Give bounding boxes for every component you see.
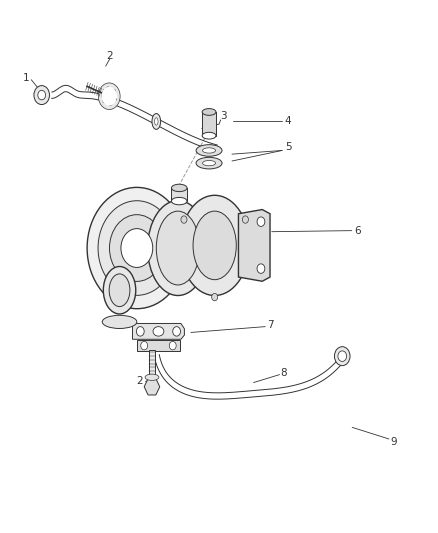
Ellipse shape <box>196 157 222 169</box>
Text: 3: 3 <box>220 111 226 121</box>
Text: 7: 7 <box>268 319 274 329</box>
Circle shape <box>257 217 265 227</box>
Circle shape <box>102 87 117 106</box>
Polygon shape <box>144 378 160 395</box>
Circle shape <box>212 293 218 301</box>
Text: 6: 6 <box>354 225 361 236</box>
Text: 4: 4 <box>285 116 292 126</box>
Ellipse shape <box>202 109 216 115</box>
Circle shape <box>257 264 265 273</box>
Ellipse shape <box>103 266 136 314</box>
Circle shape <box>121 229 153 268</box>
Circle shape <box>169 342 176 350</box>
Ellipse shape <box>109 274 130 306</box>
Bar <box>148 350 155 377</box>
Bar <box>202 112 216 136</box>
Circle shape <box>181 216 187 223</box>
Ellipse shape <box>145 374 159 381</box>
Ellipse shape <box>171 184 187 191</box>
Polygon shape <box>137 341 180 351</box>
Circle shape <box>136 327 144 336</box>
Ellipse shape <box>180 195 249 295</box>
Ellipse shape <box>102 316 137 328</box>
Ellipse shape <box>196 144 222 156</box>
Ellipse shape <box>202 148 215 153</box>
Circle shape <box>335 346 350 366</box>
Text: 1: 1 <box>23 72 30 83</box>
Text: 5: 5 <box>285 142 292 152</box>
Polygon shape <box>238 209 270 281</box>
Circle shape <box>87 188 187 309</box>
Ellipse shape <box>148 200 208 295</box>
Circle shape <box>99 83 120 109</box>
Ellipse shape <box>153 327 164 336</box>
Ellipse shape <box>202 160 215 166</box>
Ellipse shape <box>156 211 200 285</box>
Ellipse shape <box>193 211 236 280</box>
Circle shape <box>141 342 148 350</box>
Text: 9: 9 <box>391 437 397 447</box>
Circle shape <box>242 216 248 223</box>
Circle shape <box>34 86 49 104</box>
Circle shape <box>110 215 164 281</box>
Ellipse shape <box>152 114 161 130</box>
Ellipse shape <box>171 197 187 205</box>
Polygon shape <box>102 87 117 106</box>
Text: 2: 2 <box>137 376 143 386</box>
Polygon shape <box>133 324 184 340</box>
Circle shape <box>338 351 346 361</box>
Ellipse shape <box>155 118 158 125</box>
Text: 8: 8 <box>281 368 287 378</box>
Circle shape <box>98 201 176 295</box>
Circle shape <box>38 90 46 100</box>
Ellipse shape <box>202 132 216 139</box>
Bar <box>171 188 187 201</box>
Text: 2: 2 <box>106 51 113 61</box>
Circle shape <box>173 327 180 336</box>
